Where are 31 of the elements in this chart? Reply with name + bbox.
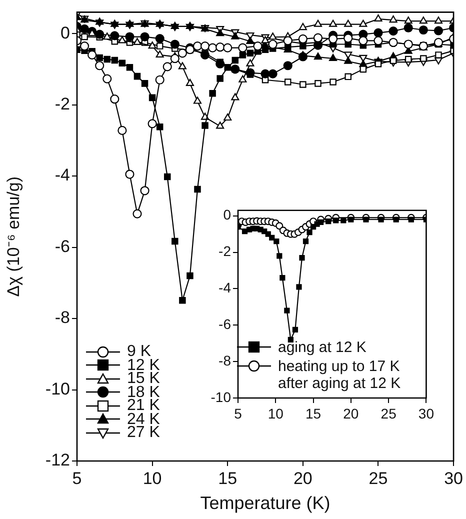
x-tick-label: 30 — [418, 405, 434, 422]
x-tick-label: 25 — [380, 405, 397, 422]
legend-label: heating up to 17 K after aging at 12 K — [278, 358, 402, 392]
y-tick-label: -6 — [218, 316, 232, 332]
x-tick-label: 20 — [293, 468, 312, 488]
legend-label: 27 K — [127, 424, 160, 442]
y-tick-label: -10 — [210, 388, 232, 405]
y-tick-label: 0 — [60, 23, 70, 42]
legend-label: aging at 12 K — [278, 339, 366, 356]
y-tick-label: -10 — [45, 379, 70, 398]
x-tick-label: 5 — [234, 405, 242, 422]
y-tick-label: -6 — [54, 236, 70, 256]
y-tick-label: -4 — [218, 280, 232, 296]
x-tick-label: 15 — [305, 405, 322, 422]
y-tick-label: -8 — [218, 352, 232, 368]
legend-label: 21 K — [127, 397, 160, 414]
x-tick-label: 5 — [72, 468, 82, 488]
x-axis-title: Temperature (K) — [200, 493, 330, 514]
x-tick-label: 15 — [218, 468, 238, 488]
y-tick-label: -4 — [54, 166, 70, 185]
x-tick-label: 10 — [142, 468, 162, 488]
x-tick-label: 25 — [368, 468, 388, 488]
y-tick-label: -2 — [218, 243, 232, 260]
y-tick-label: 0 — [223, 206, 232, 223]
y-axis-title: Δχ (10⁻⁶ emu/g) — [4, 176, 23, 297]
x-tick-label: 20 — [343, 405, 359, 422]
y-tick-label: -8 — [54, 308, 70, 328]
y-tick-label: -2 — [54, 94, 70, 114]
x-tick-label: 10 — [268, 405, 284, 422]
y-tick-label: -12 — [45, 450, 70, 470]
x-tick-label: 30 — [444, 468, 464, 488]
